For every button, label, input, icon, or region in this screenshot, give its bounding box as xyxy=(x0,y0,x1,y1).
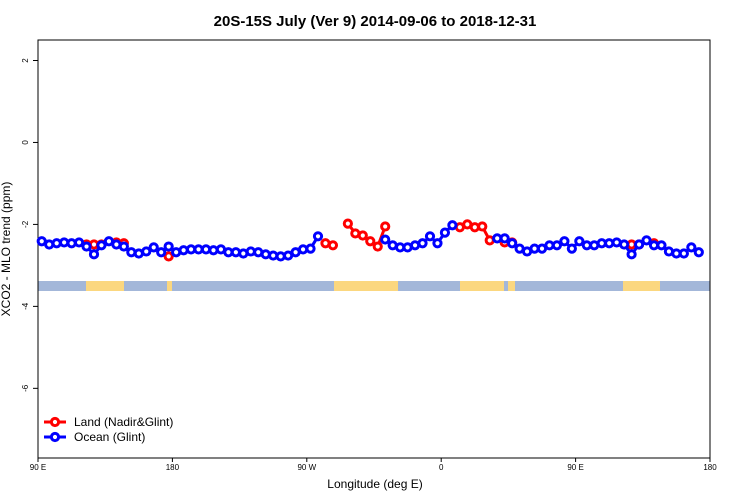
y-axis-label: XCO2 - MLO trend (ppm) xyxy=(0,182,13,317)
surface-band xyxy=(38,281,710,291)
chart-title: 20S-15S July (Ver 9) 2014-09-06 to 2018-… xyxy=(214,13,537,30)
point xyxy=(88,249,100,260)
point xyxy=(312,231,324,242)
point xyxy=(424,231,436,242)
point xyxy=(81,241,92,252)
legend-marker xyxy=(49,431,61,443)
land-patch xyxy=(86,281,124,291)
y-tick-label: 0 xyxy=(21,140,30,145)
plot-frame xyxy=(37,39,711,459)
point xyxy=(439,227,451,238)
y-tick-label: -2 xyxy=(21,220,30,228)
point xyxy=(156,247,167,258)
x-axis-label: Longitude (deg E) xyxy=(327,477,422,491)
point xyxy=(96,240,107,251)
point xyxy=(626,249,637,260)
point xyxy=(148,242,159,253)
point xyxy=(566,243,577,254)
point xyxy=(477,221,488,232)
land-patch xyxy=(623,281,660,291)
point xyxy=(447,220,458,231)
point xyxy=(641,235,652,246)
point xyxy=(357,230,368,241)
point xyxy=(678,248,689,259)
point xyxy=(305,243,316,254)
point xyxy=(656,240,667,251)
point xyxy=(380,234,391,245)
point xyxy=(499,233,510,244)
point xyxy=(574,236,585,247)
point xyxy=(118,241,129,252)
point xyxy=(432,238,443,249)
point xyxy=(163,251,174,262)
point xyxy=(365,236,376,247)
legend-label: Ocean (Glint) xyxy=(74,430,145,444)
y-tick-label: -6 xyxy=(21,384,30,392)
point xyxy=(417,238,428,249)
land-patch xyxy=(460,281,504,291)
x-tick-label: 0 xyxy=(439,463,444,472)
x-tick-label: 180 xyxy=(166,463,180,472)
point xyxy=(686,242,697,253)
point xyxy=(380,221,391,232)
point xyxy=(633,239,645,250)
point xyxy=(342,218,353,229)
point xyxy=(551,240,563,251)
point xyxy=(327,240,339,251)
point xyxy=(559,236,570,247)
x-tick-label: 90 E xyxy=(30,463,46,472)
y-tick-label: 2 xyxy=(21,58,30,63)
point xyxy=(163,241,174,252)
land-patch xyxy=(334,281,398,291)
x-tick-label: 90 W xyxy=(297,463,316,472)
point xyxy=(73,237,85,248)
point xyxy=(507,238,518,249)
point xyxy=(619,239,630,250)
point xyxy=(141,246,152,257)
land-patch xyxy=(167,281,172,291)
x-tick-label: 180 xyxy=(703,463,717,472)
point xyxy=(372,241,383,252)
y-tick-label: -4 xyxy=(21,302,30,310)
legend-label: Land (Nadir&Glint) xyxy=(74,415,173,429)
land-patch xyxy=(508,281,515,291)
legend-marker xyxy=(49,416,61,428)
x-tick-label: 90 E xyxy=(567,463,583,472)
point xyxy=(693,247,704,258)
